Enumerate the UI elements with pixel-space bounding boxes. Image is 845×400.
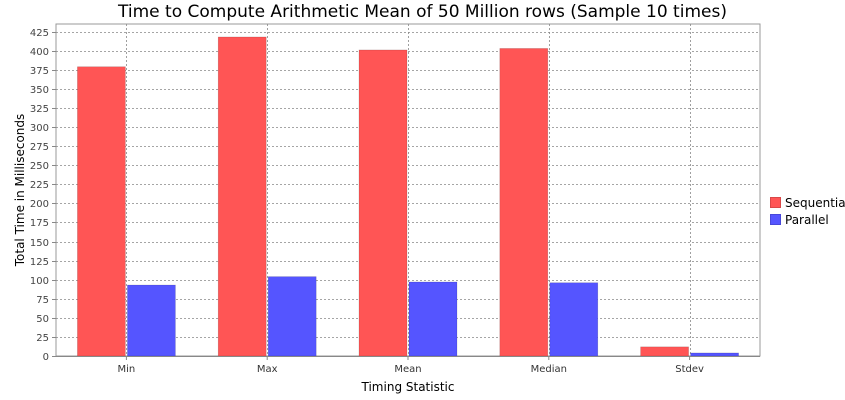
x-tick-label: Stdev [675,364,704,375]
bar-parallel-stdev [690,352,739,357]
bar-sequential-min [77,66,126,357]
y-tick-label: 325 [30,104,49,115]
y-tick-label: 175 [30,218,49,229]
bar-parallel-max [267,276,317,357]
y-tick-label: 150 [30,238,49,249]
bar-sequential-max [217,36,267,357]
y-tick-label: 50 [36,314,49,325]
y-tick-label: 0 [43,352,49,363]
y-tick-label: 425 [30,28,49,39]
legend-label-parallel: Parallel [785,212,829,227]
bar-sequential-mean [358,49,408,357]
legend-item-sequential: Sequential [770,194,845,211]
legend-label-sequential: Sequential [785,195,845,210]
bar-parallel-mean [408,281,458,357]
y-tick-label: 100 [30,276,49,287]
x-axis-label: Timing Statistic [361,380,455,394]
x-tick-label: Mean [394,364,421,375]
legend-swatch-parallel [770,214,781,225]
legend-swatch-sequential [770,197,781,208]
y-tick-label: 300 [30,123,49,134]
bar-parallel-median [549,282,599,357]
y-tick-label: 275 [30,142,49,153]
y-tick-label: 350 [30,85,49,96]
x-tick-label: Min [118,364,136,375]
y-tick-label: 75 [36,295,49,306]
y-tick-label: 125 [30,257,49,268]
y-tick-label: 200 [30,199,49,210]
x-tick-label: Median [531,364,567,375]
legend: Sequential Parallel [770,194,845,228]
y-axis-label: Total Time in Milliseconds [13,113,27,267]
legend-item-parallel: Parallel [770,211,845,228]
y-tick-label: 375 [30,66,49,77]
y-tick-label: 250 [30,161,49,172]
chart-title: Time to Compute Arithmetic Mean of 50 Mi… [118,2,727,22]
y-tick-label: 400 [30,47,49,58]
y-tick-label: 225 [30,180,49,191]
bar-sequential-stdev [640,346,689,357]
x-tick-label: Max [257,364,278,375]
bar-sequential-median [499,48,549,357]
bar-parallel-min [127,284,176,357]
y-tick-label: 25 [36,333,49,344]
